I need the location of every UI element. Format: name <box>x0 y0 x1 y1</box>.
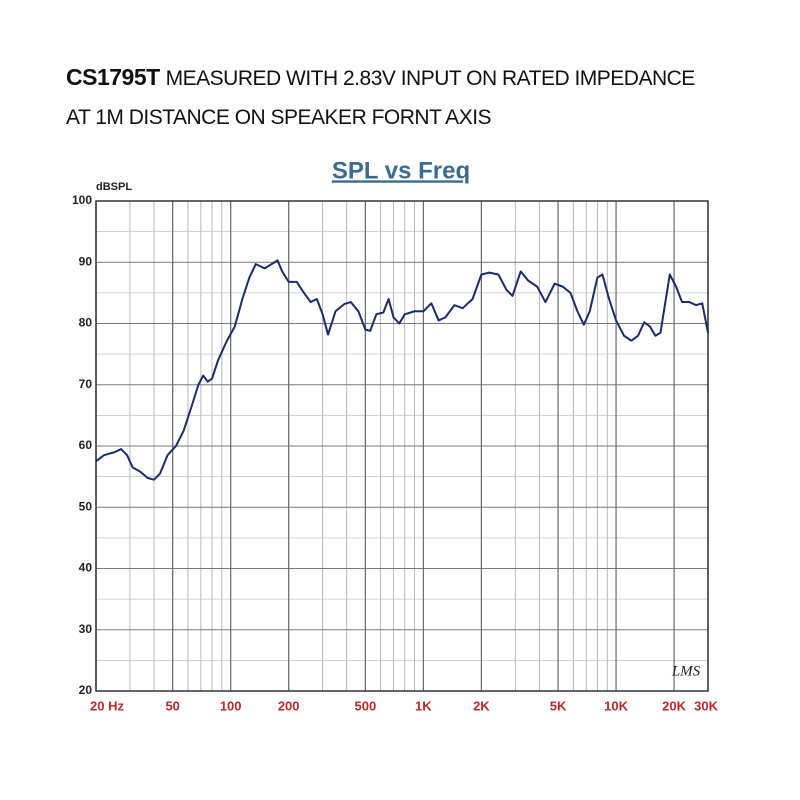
annotation: LMS <box>671 663 701 679</box>
heading-line-1: CS1795T MEASURED WITH 2.83V INPUT ON RATE… <box>66 64 695 91</box>
y-tick-label: 20 <box>79 683 93 697</box>
y-tick-label: 90 <box>79 254 93 268</box>
x-tick-label: 100 <box>220 698 242 713</box>
y-tick-label: 100 <box>72 193 92 207</box>
y-tick-label: 70 <box>79 377 93 391</box>
plot-frame <box>95 200 709 692</box>
chart-title: SPL vs Freq <box>332 157 470 184</box>
x-tick-label: 20 Hz <box>90 698 124 713</box>
x-tick-label: 10K <box>604 698 628 713</box>
spl-curve <box>95 259 709 481</box>
x-tick-label: 500 <box>355 698 377 713</box>
x-tick-label: 50 <box>165 698 179 713</box>
y-tick-label: 40 <box>79 561 93 575</box>
heading-line-2: AT 1M DISTANCE ON SPEAKER FORNT AXIS <box>66 106 492 129</box>
model: CS1795T <box>66 64 160 90</box>
x-tick-label: 5K <box>550 698 567 713</box>
y-tick-label: 80 <box>79 316 93 330</box>
y-axis-label: dBSPL <box>96 181 132 193</box>
x-tick-label: 20K <box>662 698 686 713</box>
y-tick-label: 50 <box>79 499 93 513</box>
y-tick-label: 30 <box>79 622 93 636</box>
heading-text: MEASURED WITH 2.83V INPUT ON RATED IMPED… <box>165 67 696 90</box>
x-tick-label: 1K <box>415 698 432 713</box>
x-tick-label: 2K <box>473 698 490 713</box>
x-tick-label: 200 <box>278 698 300 713</box>
x-tick-label: 30K <box>694 698 718 713</box>
y-tick-label: 60 <box>79 438 93 452</box>
